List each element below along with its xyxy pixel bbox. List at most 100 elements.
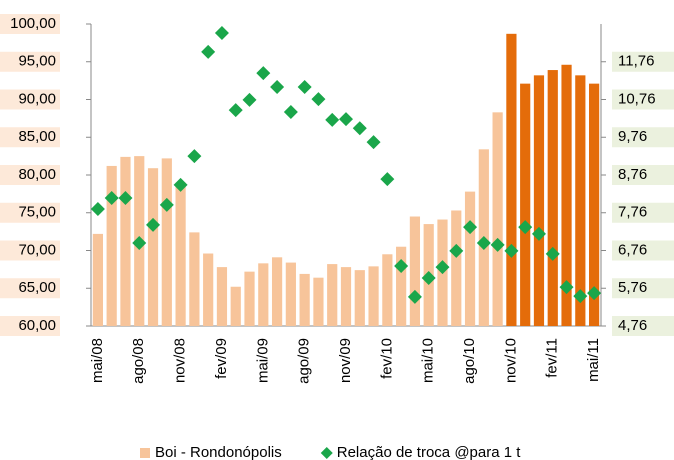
y-tick-label-bg (0, 278, 60, 299)
y-tick-label-bg (0, 89, 60, 110)
marker (394, 258, 409, 273)
y-tick-label-bg (0, 14, 60, 34)
marker (449, 243, 464, 258)
y2-tick-label-bg (612, 127, 674, 148)
bar (492, 112, 503, 327)
marker (256, 66, 271, 81)
y-tick-label: 95,00 (18, 53, 56, 70)
bar (189, 232, 200, 326)
x-tick-label: fev/11 (544, 338, 561, 378)
bar (547, 70, 558, 327)
bar (244, 271, 255, 326)
y-tick-label-bg (0, 127, 60, 148)
x-tick-label: mai/10 (420, 338, 437, 383)
marker (228, 103, 243, 118)
marker (214, 26, 229, 41)
marker (504, 243, 519, 258)
marker (146, 217, 161, 232)
marker (573, 289, 588, 304)
y2-tick-label-bg (612, 316, 674, 336)
y2-tick-label-bg (612, 89, 674, 110)
legend-label: Relação de troca @para 1 t (337, 444, 521, 460)
y-tick-label: 100,00 (10, 15, 56, 32)
bar (175, 182, 186, 326)
marker (339, 112, 353, 127)
x-tick-label: fev/09 (213, 338, 230, 379)
bar (506, 33, 517, 326)
bar (120, 156, 131, 326)
marker (380, 172, 395, 187)
y2-tick-label: 10,76 (618, 90, 656, 107)
x-tick-label: ago/10 (461, 338, 478, 384)
y-tick-label-bg (0, 202, 60, 223)
bar (230, 286, 241, 326)
legend-label: Boi - Rondonópolis (155, 444, 282, 460)
bar (147, 168, 159, 326)
marker (490, 237, 505, 252)
marker (435, 260, 450, 275)
bar (575, 75, 586, 326)
marker (173, 177, 188, 192)
marker (366, 135, 381, 150)
bar (368, 266, 379, 326)
y-tick-label: 75,00 (18, 204, 56, 221)
marker (559, 280, 574, 295)
marker (518, 220, 533, 235)
bar (409, 216, 421, 326)
y2-tick-label-bg (612, 278, 674, 299)
y2-tick-label: 4,76 (618, 317, 647, 334)
x-tick-label: ago/08 (130, 338, 147, 384)
marker (545, 246, 560, 261)
y2-tick-label: 8,76 (618, 166, 647, 183)
y-tick-label-bg (0, 240, 60, 261)
marker (531, 226, 546, 241)
y-tick-label: 90,00 (18, 90, 56, 107)
bar (216, 267, 228, 326)
bar (161, 158, 172, 326)
y2-tick-label-bg (612, 202, 674, 223)
bar (533, 75, 545, 326)
bar (271, 257, 283, 326)
marker (283, 104, 298, 119)
x-tick-label: nov/10 (502, 338, 519, 383)
bar (354, 270, 365, 326)
x-tick-label: fev/10 (378, 338, 395, 379)
bar (299, 273, 310, 326)
y2-tick-label: 5,76 (618, 279, 647, 296)
bar (520, 83, 531, 327)
y2-tick-label: 7,76 (618, 204, 647, 221)
legend-swatch (320, 447, 333, 459)
y2-tick-label-bg (612, 240, 674, 261)
y2-tick-label: 6,76 (618, 241, 647, 258)
y-tick-label-bg (0, 51, 60, 72)
marker (132, 235, 147, 250)
marker (297, 80, 312, 95)
marker (201, 44, 216, 59)
y-tick-label: 80,00 (18, 166, 56, 183)
y2-tick-label-bg (612, 51, 674, 72)
bar (396, 246, 407, 326)
marker (421, 271, 436, 286)
x-tick-label: mai/11 (585, 338, 602, 382)
bar (92, 233, 103, 326)
y2-tick-label-bg (612, 165, 674, 185)
bar (561, 64, 572, 327)
marker (476, 235, 491, 250)
marker (463, 220, 478, 235)
y-tick-label-bg (0, 316, 60, 336)
bar (451, 210, 462, 326)
x-tick-label: nov/09 (337, 338, 354, 383)
marker (311, 92, 326, 107)
bar (313, 277, 324, 326)
marker (325, 112, 340, 127)
bar (464, 191, 476, 326)
marker (407, 289, 422, 304)
marker (242, 92, 257, 107)
bar (106, 165, 117, 326)
y2-tick-label: 9,76 (618, 128, 647, 145)
marker (587, 286, 602, 301)
bar (382, 254, 393, 326)
marker (187, 149, 202, 164)
y-tick-label: 85,00 (18, 128, 56, 145)
y2-tick-label: 11,76 (618, 53, 654, 70)
